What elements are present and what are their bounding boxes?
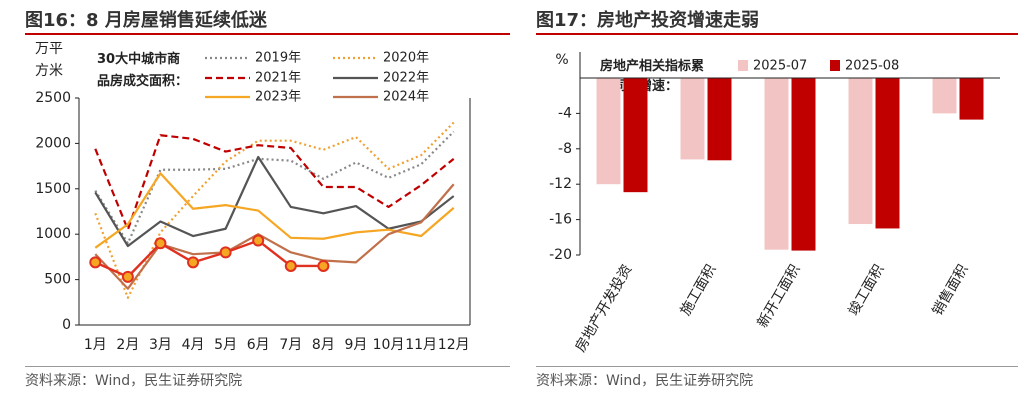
x-tick-label: 销售面积 — [930, 262, 972, 318]
data-point-2025年 — [121, 270, 134, 283]
legend-label: 2025-07 — [753, 59, 807, 74]
x-tick-label: 1月 — [84, 337, 107, 353]
bar-2025-07 — [932, 78, 957, 114]
right-source: 资料来源：Wind，民生证券研究院 — [536, 373, 754, 389]
data-point-2025年 — [219, 246, 232, 259]
y-tick-label: -4 — [558, 105, 572, 121]
x-tick-label: 4月 — [182, 337, 205, 353]
bar-2025-08 — [959, 78, 984, 120]
data-point-2025年 — [154, 237, 167, 250]
y-tick-label: -12 — [549, 176, 572, 192]
y-tick-label: 1000 — [35, 226, 71, 242]
x-tick-label: 房地产开发投资 — [573, 262, 636, 355]
x-tick-label: 3月 — [149, 337, 172, 353]
x-tick-label: 竣工面积 — [846, 262, 888, 318]
x-tick-label: 7月 — [279, 337, 302, 353]
legend-label: 2020年 — [383, 51, 429, 66]
data-point-2025年 — [284, 259, 297, 272]
legend-swatch-2025-07 — [738, 60, 748, 71]
chart-title: 房地产相关指标累 — [600, 58, 704, 74]
y-axis-title: 万平 — [35, 41, 63, 57]
y-axis-title: 方米 — [35, 63, 63, 79]
data-point-2025年 — [89, 256, 102, 269]
y-tick-label: 500 — [44, 272, 71, 288]
series-line-2022年 — [94, 155, 455, 248]
legend-label: 2021年 — [255, 71, 301, 86]
right-source-rule — [536, 366, 1018, 367]
y-axis-title: % — [555, 52, 568, 68]
legend-label: 2024年 — [383, 90, 429, 105]
x-tick-label: 12月 — [438, 337, 470, 353]
x-tick-label: 新开工面积 — [755, 262, 804, 331]
series-line-2021年 — [94, 134, 455, 231]
series-line-2024年 — [94, 183, 455, 290]
x-tick-label: 施工面积 — [678, 262, 720, 318]
legend-label: 2025-08 — [845, 59, 899, 74]
legend-swatch-2025-08 — [830, 60, 840, 71]
bar-2025-08 — [875, 78, 900, 229]
bar-2025-07 — [848, 78, 873, 225]
right-title-rule — [536, 33, 1018, 35]
right-figure-title: 图17：房地产投资增速走弱 — [536, 10, 760, 31]
x-tick-label: 6月 — [247, 337, 270, 353]
y-tick-label: 1500 — [35, 181, 71, 197]
line-chart: 0 500 1000 1500 2000 2500 1月 2月 3月 4月 5月 6月 7月 8月 9月 10… — [35, 41, 471, 353]
right-panel: 图17：房地产投资增速走弱 -4-8-12-16-20%房地产相关指标累计同比增… — [530, 0, 1024, 402]
series-line-2023年 — [94, 172, 455, 249]
bar-2025-07 — [680, 78, 705, 160]
bar-2025-08 — [623, 78, 648, 193]
left-title-rule — [25, 33, 510, 35]
legend-label: 2022年 — [383, 71, 429, 86]
chart-title: 品房成交面积： — [97, 73, 188, 89]
x-tick-label: 2月 — [116, 337, 139, 353]
chart-title: 30大中城市商 — [97, 51, 180, 67]
left-source: 资料来源：Wind，民生证券研究院 — [25, 373, 243, 389]
y-tick-label: 2500 — [35, 90, 71, 106]
series-line-2025年 — [94, 239, 324, 279]
data-point-2025年 — [252, 234, 265, 247]
left-panel: 图16：8 月房屋销售延续低迷 0 500 1000 1500 2000 2500 1月 2月… — [25, 10, 510, 389]
x-tick-label: 11月 — [405, 337, 437, 353]
y-tick-label: -8 — [558, 141, 572, 157]
data-point-2025年 — [317, 259, 330, 272]
bar-2025-08 — [791, 78, 816, 251]
bar-2025-08 — [707, 78, 732, 161]
bar-2025-07 — [596, 78, 621, 185]
legend-label: 2019年 — [255, 51, 301, 66]
y-tick-label: 2000 — [35, 135, 71, 151]
left-source-rule — [25, 366, 510, 367]
x-tick-label: 9月 — [344, 337, 367, 353]
left-figure-title: 图16：8 月房屋销售延续低迷 — [25, 10, 267, 31]
bar-2025-07 — [764, 78, 789, 250]
y-tick-label: 0 — [62, 317, 71, 333]
x-tick-label: 8月 — [312, 337, 335, 353]
y-tick-label: -16 — [549, 212, 572, 228]
series-line-2020年 — [94, 121, 455, 299]
x-tick-label: 10月 — [373, 337, 405, 353]
x-tick-label: 5月 — [214, 337, 237, 353]
legend-label: 2023年 — [255, 90, 301, 105]
bar-chart: -4-8-12-16-20%房地产相关指标累计同比增速：2025-072025-… — [549, 52, 1000, 355]
data-point-2025年 — [187, 256, 200, 269]
y-tick-label: -20 — [549, 247, 572, 263]
